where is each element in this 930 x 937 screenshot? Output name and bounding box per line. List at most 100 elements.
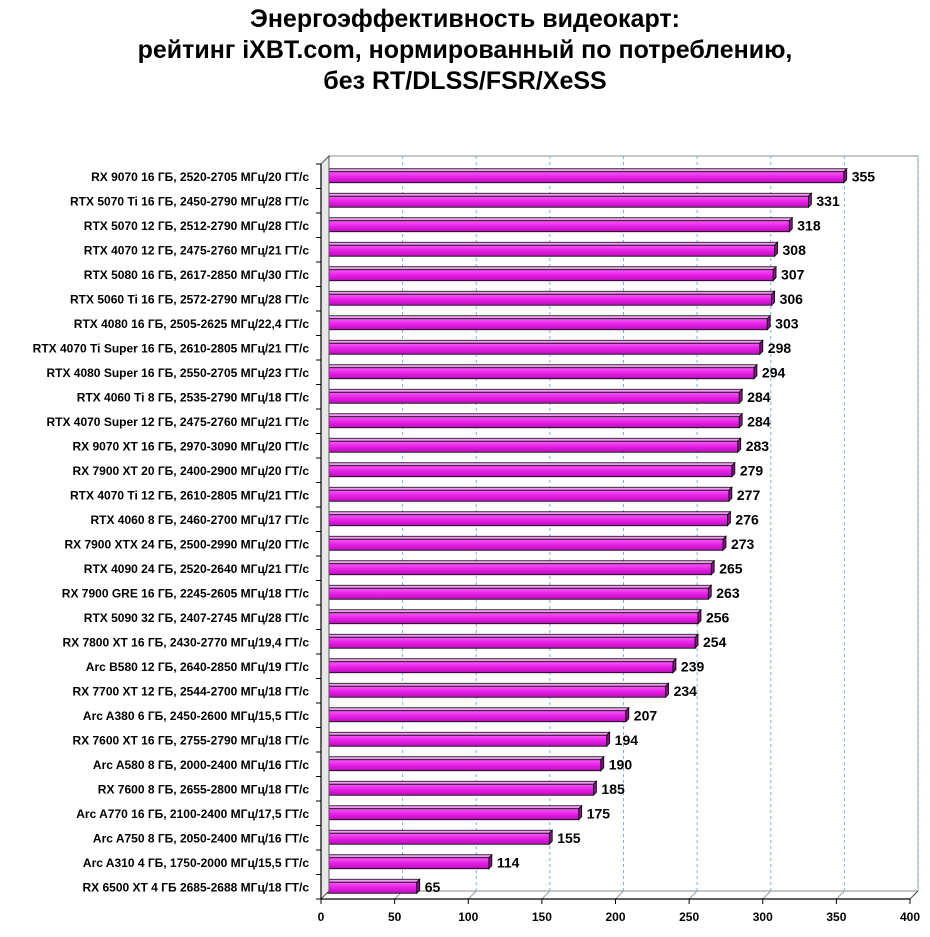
x-tick-label: 250 (679, 910, 699, 924)
value-label: 279 (740, 462, 764, 478)
bar-top-face (322, 682, 670, 687)
bar-group (322, 657, 677, 674)
bar-top-face (322, 192, 813, 197)
bar-end-face (759, 339, 764, 356)
bar-end-face (807, 192, 812, 209)
bar-top-face (322, 266, 778, 271)
bar-group (322, 559, 716, 576)
bar-group (322, 755, 605, 772)
value-label: 307 (781, 266, 805, 282)
category-label: RX 7600 8 ГБ, 2655-2800 МГц/18 ГТ/с (98, 782, 310, 796)
bar (322, 244, 775, 257)
bar (322, 710, 627, 723)
value-label: 283 (746, 438, 770, 454)
bar-top-face (322, 437, 742, 442)
x-tick-label: 50 (388, 910, 402, 924)
bar-end-face (606, 731, 611, 748)
value-label: 256 (706, 609, 730, 625)
x-tick-label: 100 (458, 910, 478, 924)
bar-end-face (600, 755, 605, 772)
category-label: RTX 5060 Ti 16 ГБ, 2572-2790 МГц/28 ГТ/с (70, 292, 309, 306)
value-label: 190 (609, 756, 633, 772)
bar-group (322, 486, 733, 503)
category-label: RX 9070 16 ГБ, 2520-2705 МГц/20 ГТ/с (91, 170, 309, 184)
bar-end-face (578, 804, 583, 821)
category-label: RX 7700 XT 12 ГБ, 2544-2700 МГц/18 ГТ/с (72, 684, 309, 698)
bar-top-face (322, 486, 733, 491)
floor-grid-line (615, 890, 624, 900)
category-label: RTX 4070 Super 12 ГБ, 2475-2760 МГц/21 Г… (46, 415, 309, 429)
bar-group (322, 412, 744, 429)
value-label: 284 (747, 413, 771, 429)
bar-end-face (697, 608, 702, 625)
bar-top-face (322, 511, 732, 516)
x-tick-label: 200 (605, 910, 625, 924)
value-label: 175 (587, 805, 611, 821)
bar-group (322, 167, 848, 184)
bar-end-face (488, 853, 493, 870)
bar (322, 342, 761, 355)
bar (322, 318, 768, 331)
x-tick-label: 0 (318, 910, 325, 924)
bar-end-face (722, 535, 727, 552)
bar-end-face (738, 412, 743, 429)
category-label: RX 7600 XT 16 ГБ, 2755-2790 МГц/18 ГТ/с (72, 733, 309, 747)
bar (322, 171, 845, 184)
floor-grid-line (467, 890, 477, 900)
bar-top-face (322, 633, 699, 638)
value-label: 234 (674, 683, 698, 699)
chart-title-line-3: без RT/DLSS/FSR/XeSS (323, 67, 607, 95)
bar-top-face (322, 241, 779, 246)
value-label: 263 (716, 585, 740, 601)
bar-top-face (322, 780, 598, 785)
bar-group (322, 780, 598, 797)
value-label: 194 (615, 732, 639, 748)
bar-group (322, 853, 493, 870)
bar (322, 563, 712, 576)
bar-group (322, 192, 813, 209)
category-label: RTX 4060 Ti 8 ГБ, 2535-2790 МГц/18 ГТ/с (77, 390, 310, 404)
category-label: RX 7800 XT 16 ГБ, 2430-2770 МГц/19,4 ГТ/… (62, 635, 309, 649)
value-label: 276 (735, 511, 759, 527)
x-tick-label: 300 (753, 910, 773, 924)
bar-top-face (322, 805, 583, 810)
chart-title: Энергоэффективность видеокарт: рейтинг i… (0, 4, 930, 97)
bar (322, 489, 730, 502)
bar-group (322, 388, 744, 405)
value-label: 239 (681, 658, 705, 674)
bar-end-face (593, 780, 597, 797)
bar-end-face (548, 829, 553, 846)
left-wall (320, 154, 330, 901)
value-label: 308 (783, 242, 807, 258)
bar-group (322, 584, 713, 601)
value-label: 155 (557, 830, 581, 846)
bar-end-face (788, 216, 793, 233)
bar-top-face (322, 658, 677, 663)
bar-group (322, 682, 670, 699)
bar-end-face (843, 167, 848, 184)
bar-top-face (322, 878, 421, 883)
floor-grid-line (762, 890, 772, 900)
bar-group (322, 633, 699, 650)
bar-end-face (416, 878, 421, 895)
category-label: RX 9070 XT 16 ГБ, 2970-3090 МГц/20 ГТ/с (72, 439, 309, 453)
bar-end-face (672, 657, 677, 674)
bar-end-face (665, 682, 669, 699)
category-label: Arc A770 16 ГБ, 2100-2400 МГц/17,5 ГТ/с (76, 807, 309, 821)
bar (322, 514, 728, 527)
value-label: 284 (747, 389, 771, 405)
bar-top-face (322, 829, 554, 834)
bar-group (322, 314, 772, 331)
category-label: RTX 4060 8 ГБ, 2460-2700 МГц/17 ГТ/с (90, 513, 309, 527)
value-label: 331 (816, 193, 840, 209)
category-label: Arc A310 4 ГБ, 1750-2000 МГц/15,5 ГТ/с (83, 856, 309, 870)
category-labels: RX 9070 16 ГБ, 2520-2705 МГц/20 ГТ/с RTX … (33, 170, 310, 895)
floor-edge (909, 890, 919, 900)
bar (322, 734, 608, 747)
bar (322, 220, 790, 233)
bar-group (322, 878, 421, 895)
category-label: Arc A580 8 ГБ, 2000-2400 МГц/16 ГТ/с (93, 758, 309, 772)
bar-group (322, 265, 778, 282)
bar-top-face (322, 707, 630, 712)
value-label: 303 (775, 315, 799, 331)
